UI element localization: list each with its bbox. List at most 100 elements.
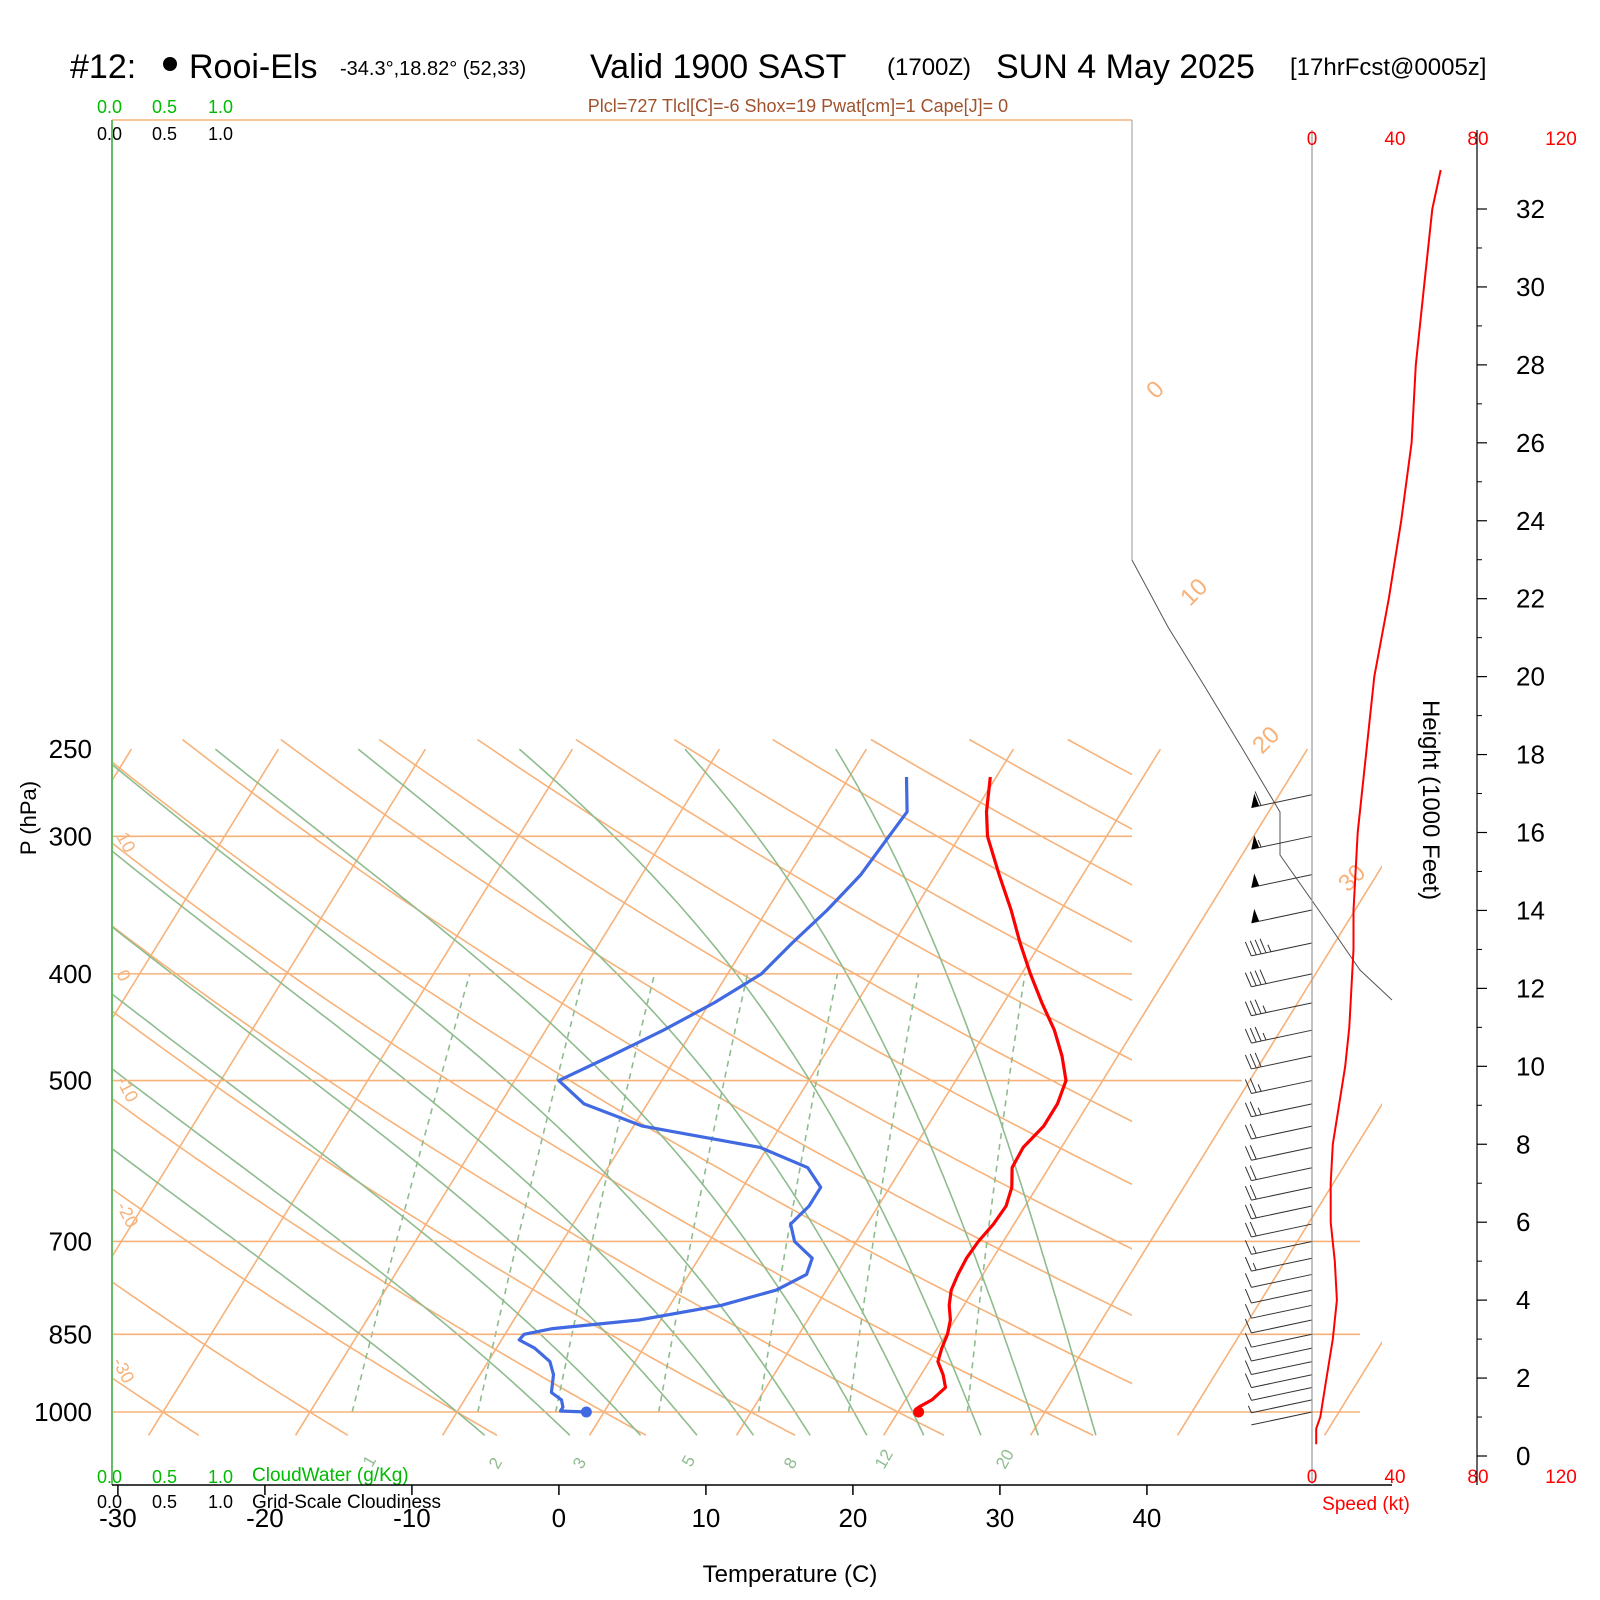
- cloud-black-tick-1: 0.5: [152, 124, 177, 144]
- wind-barb-full: [1244, 1373, 1252, 1388]
- zulu-time: (1700Z): [887, 54, 971, 81]
- dry-adiabat: [772, 738, 1132, 943]
- speed-tick-label-bottom: 0: [1307, 1467, 1318, 1488]
- dry-adiabat: [1363, 740, 1600, 1436]
- cloudwater-label: CloudWater (g/Kg): [252, 1465, 409, 1486]
- x-tick-label: -10: [393, 1503, 431, 1533]
- dry-adiabat: [112, 761, 1132, 1385]
- mixing-ratio-line: [351, 973, 471, 1413]
- wind-barb-full: [1244, 1146, 1252, 1161]
- speed-tick-label-bottom: 80: [1467, 1467, 1488, 1488]
- right-extension-lines: [1132, 748, 1382, 1436]
- moist-adiabat: [835, 748, 1097, 1436]
- cloud-scale-bottom: 0.0 0.5 1.0 CloudWater (g/Kg) 0.0 0.5 1.…: [97, 1465, 441, 1513]
- wind-barb-full: [1244, 1185, 1252, 1201]
- isotherm: [112, 748, 280, 1021]
- wind-barb-full: [1254, 791, 1262, 806]
- wind-barb-shaft: [1251, 1080, 1313, 1094]
- wind-barb-shaft: [1251, 1399, 1313, 1414]
- wind-barb-shaft: [1251, 1386, 1313, 1401]
- cloud-green-tick-2: 1.0: [208, 97, 233, 117]
- height-tick-label: 18: [1516, 740, 1545, 770]
- wind-barb-full: [1249, 1027, 1257, 1043]
- speed-tick-label-top: 40: [1384, 129, 1405, 150]
- wind-barb-half: [1252, 1262, 1257, 1271]
- dry-adiabat: [280, 738, 1132, 1250]
- pressure-axis: 250 300 400 500 700 850 1000: [34, 734, 92, 1427]
- wind-barbs: [1244, 791, 1313, 1426]
- wind-barb-shaft: [1251, 1347, 1313, 1362]
- wind-barb-half: [1267, 944, 1272, 952]
- cloudiness-label: Grid-Scale Cloudiness: [252, 1492, 441, 1513]
- wind-barb-shaft: [1251, 1289, 1313, 1304]
- p-tick-label: 250: [49, 734, 92, 764]
- height-tick-label: 26: [1516, 428, 1545, 458]
- isotherm-label: -20: [112, 1199, 142, 1231]
- wind-barb-shaft: [1251, 1361, 1313, 1376]
- wind-barb-full: [1244, 1079, 1252, 1094]
- moist-adiabat: [357, 748, 925, 1436]
- height-tick-label: 0: [1516, 1441, 1530, 1471]
- wind-barb-full: [1244, 1256, 1252, 1272]
- right-isotherm-label: 30: [1333, 859, 1371, 897]
- forecast-info: [17hrFcst@0005z]: [1290, 54, 1486, 81]
- moist-adiabat: [112, 1067, 571, 1436]
- height-tick-label: 24: [1516, 506, 1545, 536]
- wind-barb-full: [1249, 1053, 1257, 1069]
- wind-barb-full: [1249, 1145, 1257, 1160]
- wind-barb-full: [1244, 972, 1252, 987]
- wind-barb-full: [1244, 1303, 1252, 1319]
- moist-adiabat: [112, 1147, 486, 1436]
- isotherm: [147, 748, 574, 1436]
- x-tick-label: 30: [985, 1503, 1014, 1533]
- height-tick-label: 14: [1516, 895, 1545, 925]
- dry-adiabat-lines: [112, 738, 1600, 1437]
- temperature-line: [916, 776, 1068, 1412]
- height-tick-label: 16: [1516, 818, 1545, 848]
- height-tick-label: 10: [1516, 1051, 1545, 1081]
- height-tick-label: 2: [1516, 1363, 1530, 1393]
- dry-adiabat: [1559, 740, 1600, 1436]
- right-isotherm-label: 0: [1141, 376, 1170, 405]
- p-tick-label: 400: [49, 959, 92, 989]
- wind-barb-flag: [1251, 873, 1260, 888]
- height-tick-label: 12: [1516, 973, 1545, 1003]
- isotherm-extension: [1132, 864, 1382, 1273]
- mixing-ratio-line: [554, 973, 656, 1413]
- wind-barb-shaft: [1251, 1240, 1313, 1255]
- cloud-black-tick-0-bottom: 0.0: [97, 1492, 122, 1512]
- height-tick-label: 8: [1516, 1129, 1530, 1159]
- wind-barb-full: [1254, 1026, 1262, 1042]
- x-tick-label: 20: [838, 1503, 867, 1533]
- dry-adiabat: [112, 1010, 796, 1437]
- height-tick-label: 20: [1516, 662, 1545, 692]
- wind-barb-flag: [1251, 793, 1260, 808]
- wind-barb-half: [1247, 1393, 1252, 1401]
- p-tick-label: 850: [49, 1319, 92, 1349]
- isotherm-extension: [1132, 748, 1309, 1035]
- height-tick-label: 28: [1516, 350, 1545, 380]
- x-tick-label: 0: [552, 1503, 566, 1533]
- wind-barb-full: [1249, 1078, 1257, 1093]
- wind-barb-full: [1244, 1288, 1252, 1304]
- wind-barb-shaft: [1251, 1146, 1313, 1161]
- wind-barb-shaft: [1251, 1205, 1313, 1220]
- wind-barb-shaft: [1251, 1411, 1313, 1426]
- isotherm: [588, 748, 1015, 1436]
- x-tick-label: -20: [246, 1503, 284, 1533]
- station-id: #12:: [70, 48, 136, 86]
- right-isotherm-label: 10: [1175, 573, 1213, 611]
- wind-barb-half: [1257, 1107, 1262, 1115]
- speed-tick-label-bottom: 40: [1384, 1467, 1405, 1488]
- cloud-black-tick-2-bottom: 1.0: [208, 1492, 233, 1512]
- wind-barb-shaft: [1251, 1374, 1313, 1389]
- dry-adiabat: [112, 841, 1094, 1437]
- wind-barb-full: [1244, 1318, 1252, 1334]
- speed-tick-label-top: 0: [1307, 129, 1318, 150]
- wind-barb-full: [1244, 1001, 1252, 1016]
- height-tick-label: 4: [1516, 1285, 1530, 1315]
- temperature-axis: -30 -20 -10 0 10 20 30 40: [99, 1485, 1161, 1533]
- wind-speed-line: [1315, 169, 1442, 1445]
